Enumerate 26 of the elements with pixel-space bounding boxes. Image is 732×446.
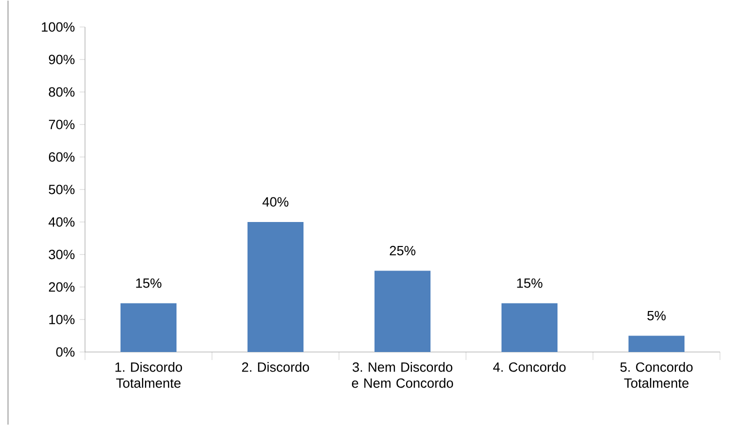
y-tick-label: 20% bbox=[48, 282, 74, 292]
x-tick-label: 4. Concordo bbox=[493, 362, 566, 372]
y-tick-label: 60% bbox=[48, 152, 74, 162]
data-label: 15% bbox=[136, 278, 162, 288]
data-label: 25% bbox=[390, 246, 416, 256]
y-tick-label: 90% bbox=[48, 54, 74, 64]
x-tick-label: 5. Concordo Totalmente bbox=[620, 362, 693, 388]
y-tick-label: 40% bbox=[48, 217, 74, 227]
data-label: 15% bbox=[517, 278, 542, 288]
data-label: 5% bbox=[647, 310, 666, 320]
bar bbox=[628, 336, 684, 352]
bar bbox=[374, 270, 430, 352]
y-tick-label: 10% bbox=[49, 314, 74, 324]
y-tick-label: 0% bbox=[56, 347, 75, 357]
data-label: 40% bbox=[262, 197, 288, 207]
y-tick-label: 30% bbox=[48, 250, 74, 260]
y-tick-label: 70% bbox=[48, 120, 74, 130]
bar bbox=[248, 222, 304, 352]
bar bbox=[502, 303, 558, 352]
y-tick-label: 50% bbox=[48, 184, 74, 194]
y-tick-label: 100% bbox=[42, 22, 74, 32]
x-tick-label: 3. Nem Discordo e Nem Concordo bbox=[352, 362, 454, 388]
x-tick-label: 1. Discordo Totalmente bbox=[115, 362, 182, 388]
y-tick-label: 80% bbox=[48, 87, 74, 97]
bar bbox=[120, 303, 177, 352]
x-tick-label: 2. Discordo bbox=[242, 362, 310, 372]
